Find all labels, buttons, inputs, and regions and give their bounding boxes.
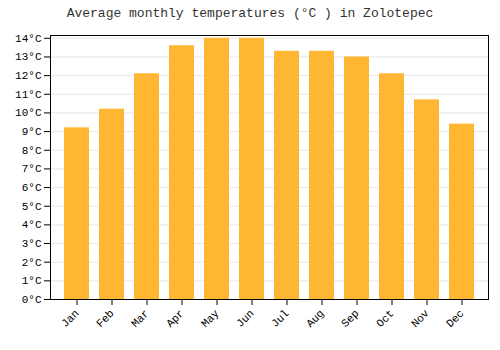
svg-text:3°C: 3°C xyxy=(22,238,42,250)
svg-text:14°C: 14°C xyxy=(15,33,42,45)
svg-text:Oct: Oct xyxy=(374,307,396,329)
svg-text:Mar: Mar xyxy=(129,307,151,329)
svg-text:Jan: Jan xyxy=(59,307,81,329)
svg-text:1°C: 1°C xyxy=(22,275,42,287)
svg-text:2°C: 2°C xyxy=(22,257,42,269)
svg-text:5°C: 5°C xyxy=(22,201,42,213)
svg-text:Jun: Jun xyxy=(234,307,256,329)
svg-text:13°C: 13°C xyxy=(15,51,42,63)
svg-text:10°C: 10°C xyxy=(15,107,42,119)
svg-text:4°C: 4°C xyxy=(22,219,42,231)
svg-text:May: May xyxy=(199,307,222,330)
svg-text:0°C: 0°C xyxy=(22,294,42,306)
svg-text:12°C: 12°C xyxy=(15,70,42,82)
html-text:Average monthly temperatures (: Average monthly temperatures (°C ) in Zo… xyxy=(66,6,434,21)
svg-text:Nov: Nov xyxy=(409,307,432,330)
svg-text:8°C: 8°C xyxy=(22,145,42,157)
svg-text:9°C: 9°C xyxy=(22,126,42,138)
svg-text:Aug: Aug xyxy=(304,307,326,329)
svg-text:Jul: Jul xyxy=(269,307,291,329)
svg-text:Apr: Apr xyxy=(164,307,186,329)
svg-text:Sep: Sep xyxy=(339,307,361,329)
svg-text:6°C: 6°C xyxy=(22,182,42,194)
svg-text:Dec: Dec xyxy=(444,307,466,329)
svg-text:7°C: 7°C xyxy=(22,163,42,175)
svg-text:Feb: Feb xyxy=(94,307,116,329)
svg-text:11°C: 11°C xyxy=(15,89,42,101)
